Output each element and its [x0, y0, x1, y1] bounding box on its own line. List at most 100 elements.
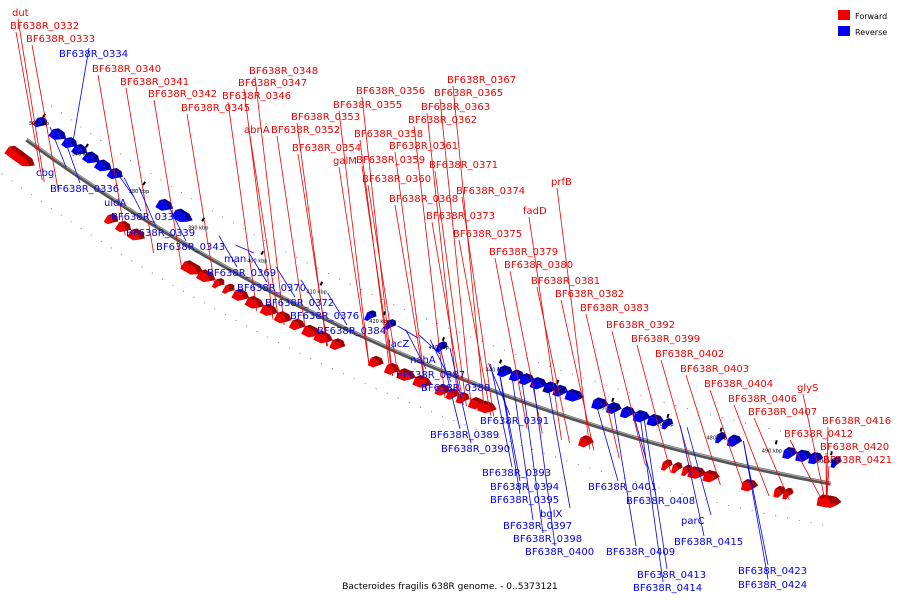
forward-gene-label: BF638R_0406 — [728, 394, 797, 405]
kbp-tick-label: 370 kbp — [72, 151, 92, 157]
forward-gene-label: BF638R_0356 — [356, 86, 425, 97]
reverse-gene-label: bglX — [540, 509, 562, 520]
label-leader — [168, 205, 187, 242]
kbp-tick-mark — [666, 413, 670, 419]
reverse-gene-label: BF638R_0391 — [480, 416, 549, 427]
forward-gene-label: dut — [12, 8, 29, 19]
kbp-tick-mark — [830, 451, 833, 456]
kbp-tick-mark — [319, 281, 324, 286]
label-leader — [685, 374, 721, 486]
label-leader — [632, 411, 657, 496]
label-leader — [461, 196, 495, 417]
forward-gene — [273, 311, 292, 324]
label-leader — [327, 292, 348, 326]
forward-gene-label: BF638R_0382 — [555, 289, 624, 300]
forward-gene — [231, 288, 250, 301]
label-leader — [419, 335, 441, 355]
label-leader — [153, 99, 183, 270]
forward-gene-label: BF638R_0363 — [421, 102, 490, 113]
label-leader — [218, 235, 238, 268]
reverse-gene — [364, 310, 377, 321]
kbp-tick-mark — [260, 250, 265, 256]
forward-gene-label: BF638R_0380 — [504, 260, 573, 271]
label-leader — [826, 465, 830, 508]
label-leader — [536, 286, 570, 443]
label-leader — [405, 329, 427, 370]
reverse-gene — [830, 456, 842, 468]
forward-gene — [329, 338, 346, 350]
label-leader — [594, 400, 619, 482]
reverse-gene-label: BF638R_0384 — [317, 326, 386, 337]
forward-gene-label: BF638R_0402 — [655, 349, 724, 360]
reverse-gene-label: uidA — [104, 198, 126, 209]
reverse-gene — [714, 431, 727, 444]
reverse-gene — [591, 397, 609, 410]
label-leader — [449, 348, 472, 444]
reverse-gene-label: BF638R_0334 — [59, 49, 128, 60]
label-leaders — [15, 18, 830, 583]
label-leader — [338, 166, 370, 366]
forward-gene — [412, 374, 432, 388]
forward-gene-label: BF638R_0347 — [238, 78, 307, 89]
forward-gene — [782, 487, 794, 500]
reverse-gene-label: parC — [681, 516, 705, 527]
reverse-gene-label: BF638R_0338 — [111, 212, 180, 223]
label-leader — [72, 47, 90, 144]
reverse-gene — [726, 434, 743, 447]
reverse-gene-label: BF638R_0343 — [156, 242, 225, 253]
forward-gene-label: BF638R_0342 — [148, 89, 217, 100]
reverse-gene-label: BF638R_0376 — [290, 311, 359, 322]
label-leader — [17, 18, 45, 182]
reverse-gene-label: BF638R_0395 — [490, 495, 559, 506]
label-leader — [394, 151, 427, 391]
reverse-gene-label: BF638R_0339 — [126, 228, 195, 239]
label-leader — [248, 251, 268, 283]
kbp-tick-label: 410 kbp — [306, 289, 326, 295]
forward-gene — [702, 469, 720, 483]
label-leader — [679, 425, 705, 537]
label-leader — [434, 170, 467, 407]
label-leader — [367, 184, 399, 379]
label-leader — [490, 364, 513, 468]
label-leader — [547, 384, 571, 509]
forward-gene-label: BF638R_0421 — [823, 455, 892, 466]
forward-gene-label: BF638R_0361 — [389, 141, 458, 152]
forward-gene — [288, 318, 305, 331]
forward-gene-label: BF638R_0407 — [748, 407, 817, 418]
forward-gene-label: BF638R_0352 — [271, 125, 340, 136]
kbp-tick-label: 470 kbp — [653, 422, 673, 428]
reverse-gene — [632, 409, 651, 423]
forward-gene-label: glyS — [797, 383, 818, 394]
forward-gene-label: BF638R_0416 — [822, 416, 891, 427]
label-leader — [15, 31, 43, 181]
forward-gene-label: BF638R_0340 — [92, 64, 161, 75]
label-leader — [254, 76, 285, 326]
forward-gene-label: BF638R_0399 — [631, 334, 700, 345]
forward-gene-label: BF638R_0346 — [222, 91, 291, 102]
kbp-tick-mark — [611, 397, 615, 403]
forward-gene-label: BF638R_0412 — [784, 429, 853, 440]
label-leader — [227, 101, 258, 312]
forward-gene-label: BF638R_0360 — [362, 174, 431, 185]
reverse-gene-label: BF638R_0336 — [50, 184, 119, 195]
label-leader — [413, 125, 446, 398]
kbp-tick-label: 490 kbp — [762, 448, 782, 454]
label-leader — [458, 239, 492, 416]
reverse-gene — [155, 198, 174, 211]
forward-gene-label: BF638R_0345 — [181, 103, 250, 114]
reverse-gene-label: BF638R_0409 — [606, 547, 675, 558]
forward-gene — [196, 269, 216, 282]
forward-gene-label: abnA — [244, 125, 270, 136]
reverse-gene-label: BF638R_0401 — [588, 482, 657, 493]
label-leader — [243, 88, 274, 320]
forward-gene — [670, 462, 683, 474]
reverse-gene-label: BF638R_0388 — [421, 383, 490, 394]
label-leader — [249, 135, 280, 323]
label-leader — [31, 44, 59, 192]
kbp-tick-mark — [142, 181, 147, 186]
reverse-gene-label: BF638R_0413 — [637, 570, 706, 581]
forward-gene-label: BF638R_0374 — [456, 186, 525, 197]
reverse-gene-label: BF638R_0415 — [674, 537, 743, 548]
